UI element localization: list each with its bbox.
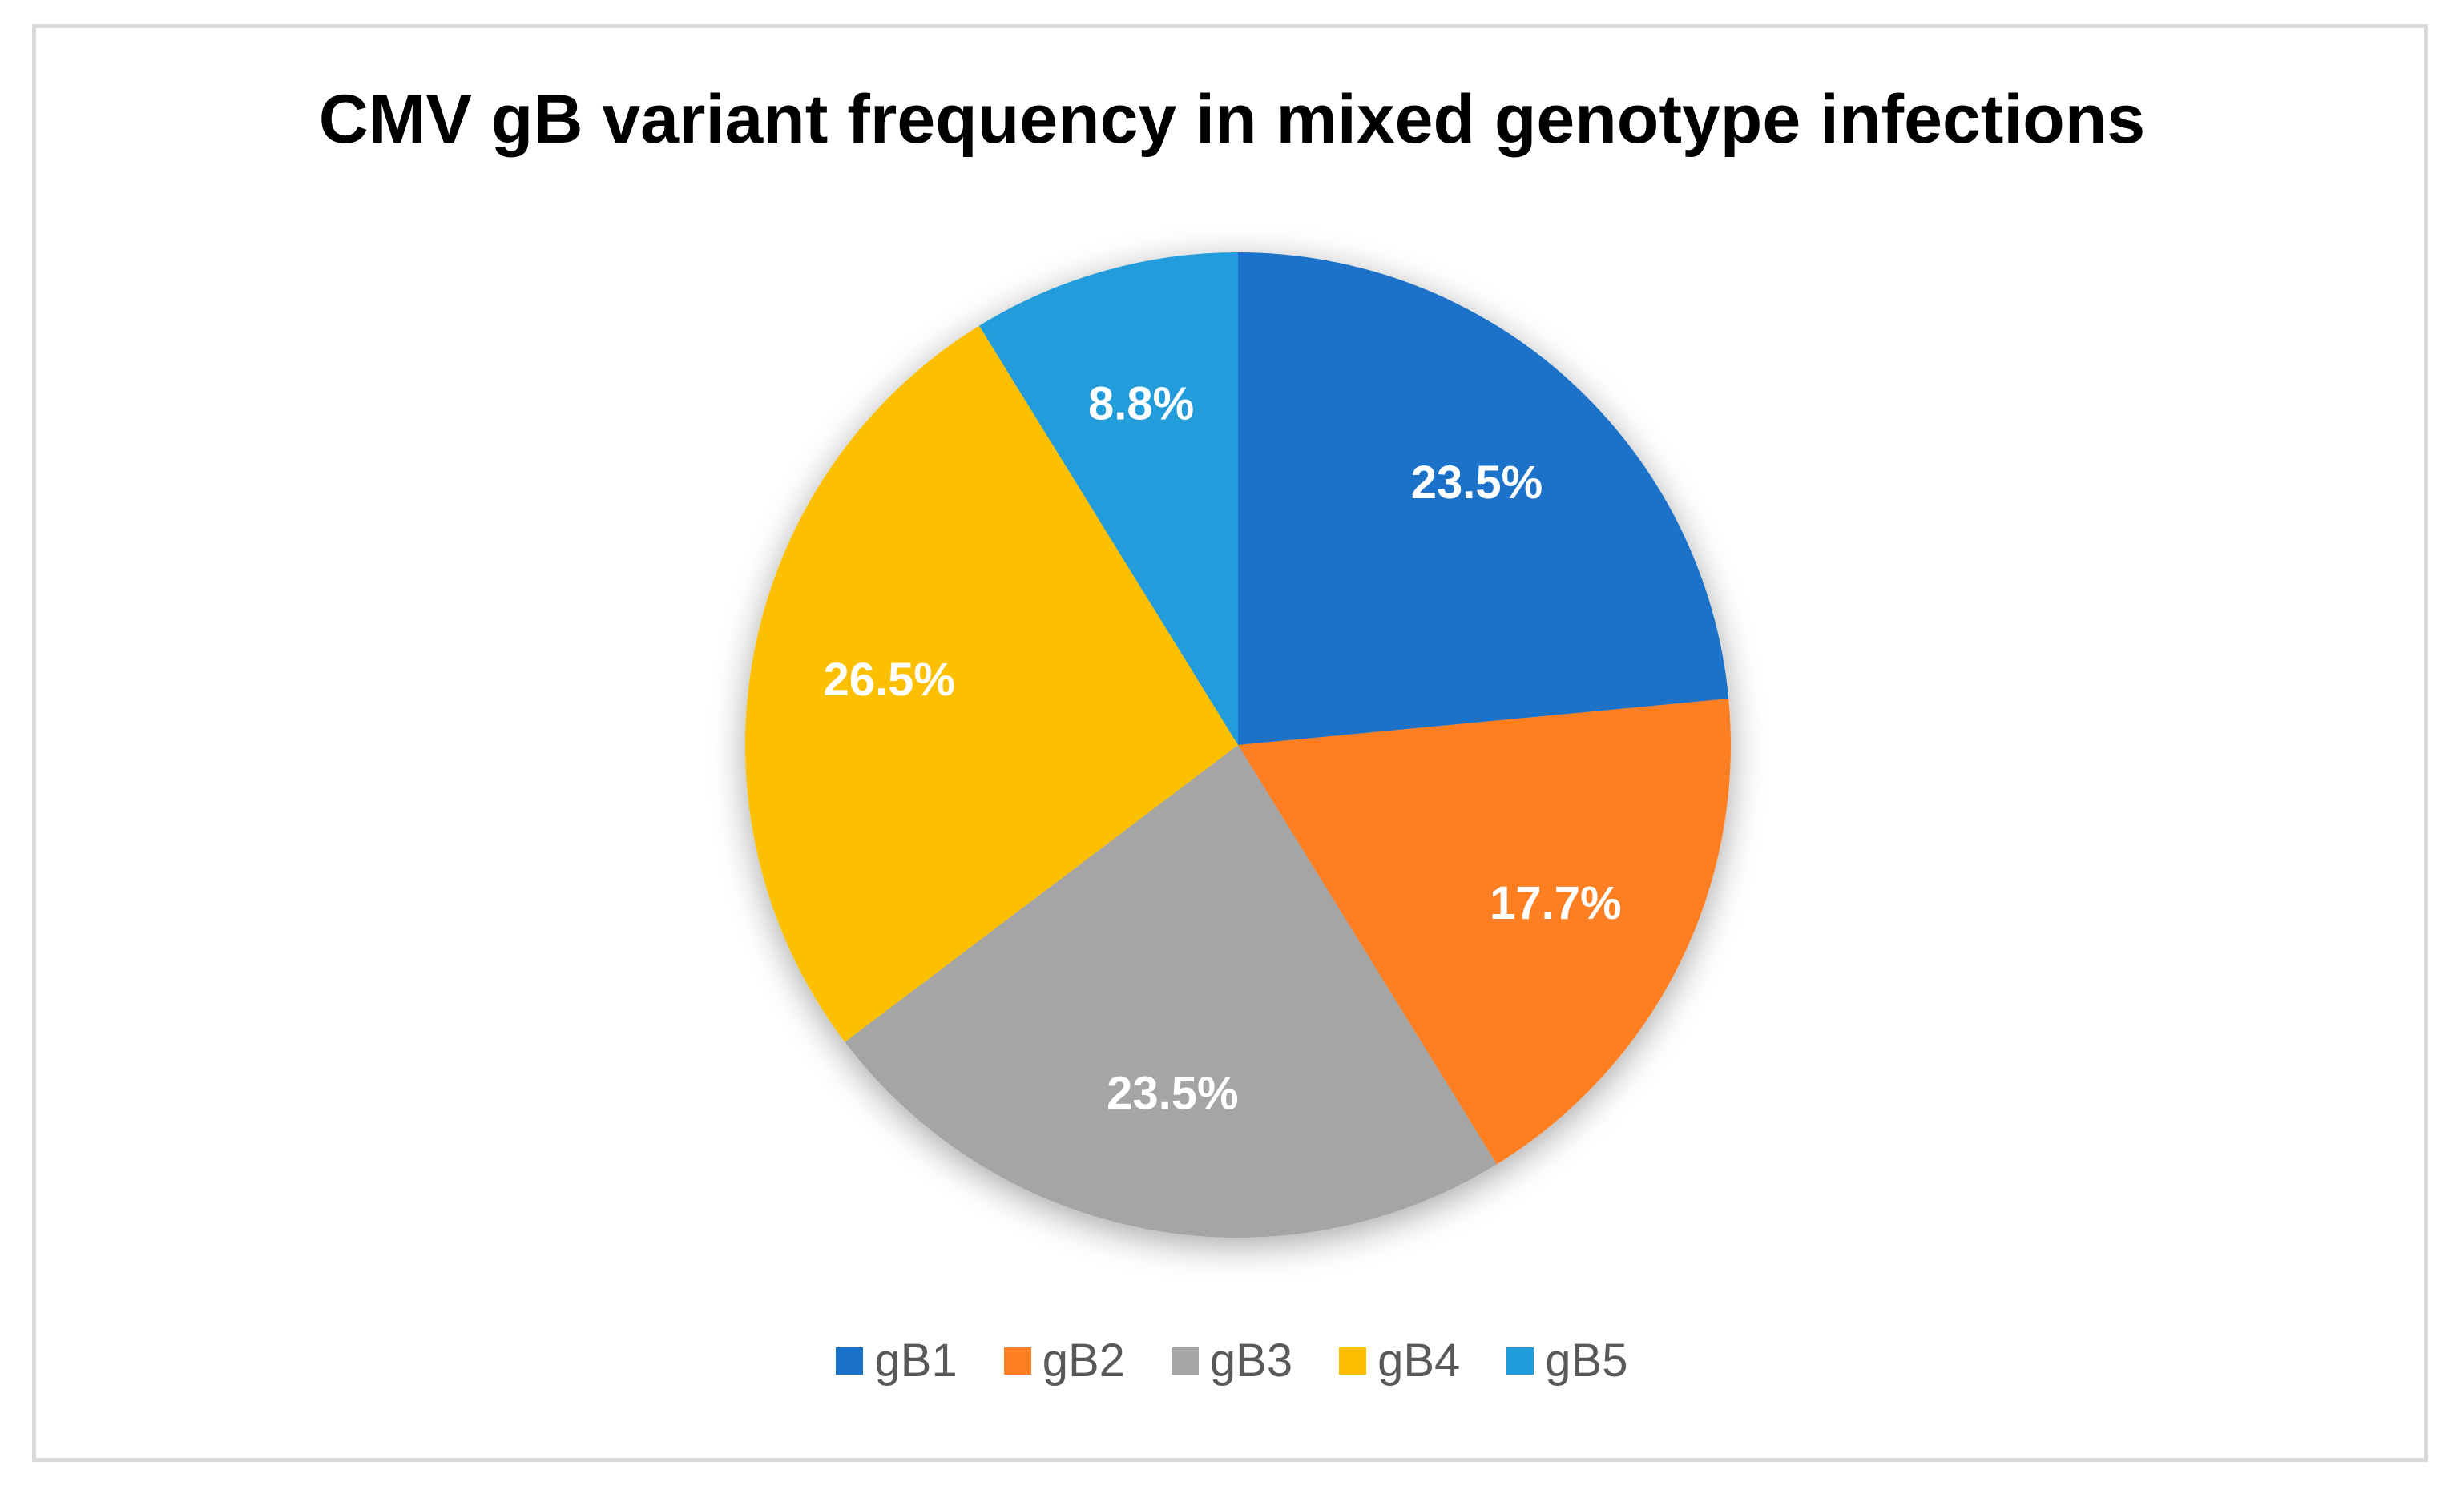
pie-slice-gb4 — [745, 325, 1238, 1042]
chart-title: CMV gB variant frequency in mixed genoty… — [318, 81, 2146, 158]
pie-slice-gb3 — [845, 745, 1497, 1238]
legend-label-gb1: gB1 — [874, 1335, 958, 1387]
pie-slice-gb2 — [1238, 699, 1731, 1165]
data-label-gb2: 17.7% — [1490, 877, 1621, 929]
legend-item-gb4: gB4 — [1339, 1334, 1460, 1387]
legend-label-gb4: gB4 — [1377, 1335, 1461, 1387]
legend-item-gb3: gB3 — [1171, 1334, 1293, 1387]
legend-swatch-gb3 — [1171, 1347, 1199, 1375]
legend-swatch-gb4 — [1339, 1347, 1367, 1375]
data-label-gb3: 23.5% — [1107, 1068, 1238, 1120]
pie-slice-gb1 — [1238, 252, 1729, 745]
legend-swatch-gb1 — [836, 1347, 864, 1375]
data-label-gb4: 26.5% — [824, 654, 955, 706]
legend: gB1 gB2 gB3 gB4 gB5 — [0, 1334, 2464, 1387]
legend-swatch-gb2 — [1003, 1347, 1031, 1375]
legend-label-gb3: gB3 — [1209, 1335, 1293, 1387]
legend-label-gb2: gB2 — [1042, 1335, 1125, 1387]
legend-item-gb1: gB1 — [836, 1334, 958, 1387]
legend-item-gb2: gB2 — [1003, 1334, 1125, 1387]
pie-slice-gb5 — [979, 252, 1238, 745]
legend-swatch-gb5 — [1506, 1347, 1534, 1375]
data-label-gb1: 23.5% — [1411, 457, 1543, 509]
data-label-gb5: 8.8% — [1088, 378, 1194, 430]
legend-item-gb5: gB5 — [1506, 1334, 1628, 1387]
legend-label-gb5: gB5 — [1545, 1335, 1628, 1387]
